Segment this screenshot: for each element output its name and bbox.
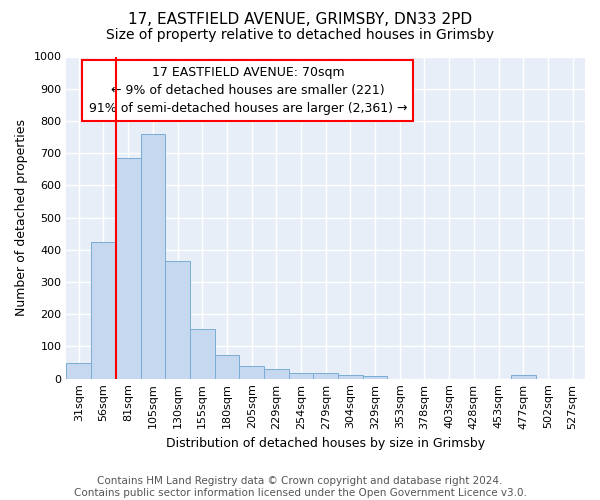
- Text: Contains HM Land Registry data © Crown copyright and database right 2024.
Contai: Contains HM Land Registry data © Crown c…: [74, 476, 526, 498]
- Bar: [511, 376, 536, 378]
- X-axis label: Distribution of detached houses by size in Grimsby: Distribution of detached houses by size …: [166, 437, 485, 450]
- Y-axis label: Number of detached properties: Number of detached properties: [15, 119, 28, 316]
- Bar: [67, 362, 91, 378]
- Text: Size of property relative to detached houses in Grimsby: Size of property relative to detached ho…: [106, 28, 494, 42]
- Bar: [215, 354, 239, 378]
- Bar: [91, 242, 116, 378]
- Text: 17, EASTFIELD AVENUE, GRIMSBY, DN33 2PD: 17, EASTFIELD AVENUE, GRIMSBY, DN33 2PD: [128, 12, 472, 28]
- Bar: [116, 158, 140, 378]
- Bar: [190, 330, 215, 378]
- Bar: [289, 373, 313, 378]
- Bar: [264, 369, 289, 378]
- Bar: [165, 261, 190, 378]
- Bar: [363, 376, 388, 378]
- Bar: [140, 134, 165, 378]
- Text: 17 EASTFIELD AVENUE: 70sqm
← 9% of detached houses are smaller (221)
91% of semi: 17 EASTFIELD AVENUE: 70sqm ← 9% of detac…: [89, 66, 407, 115]
- Bar: [338, 376, 363, 378]
- Bar: [313, 373, 338, 378]
- Bar: [239, 366, 264, 378]
